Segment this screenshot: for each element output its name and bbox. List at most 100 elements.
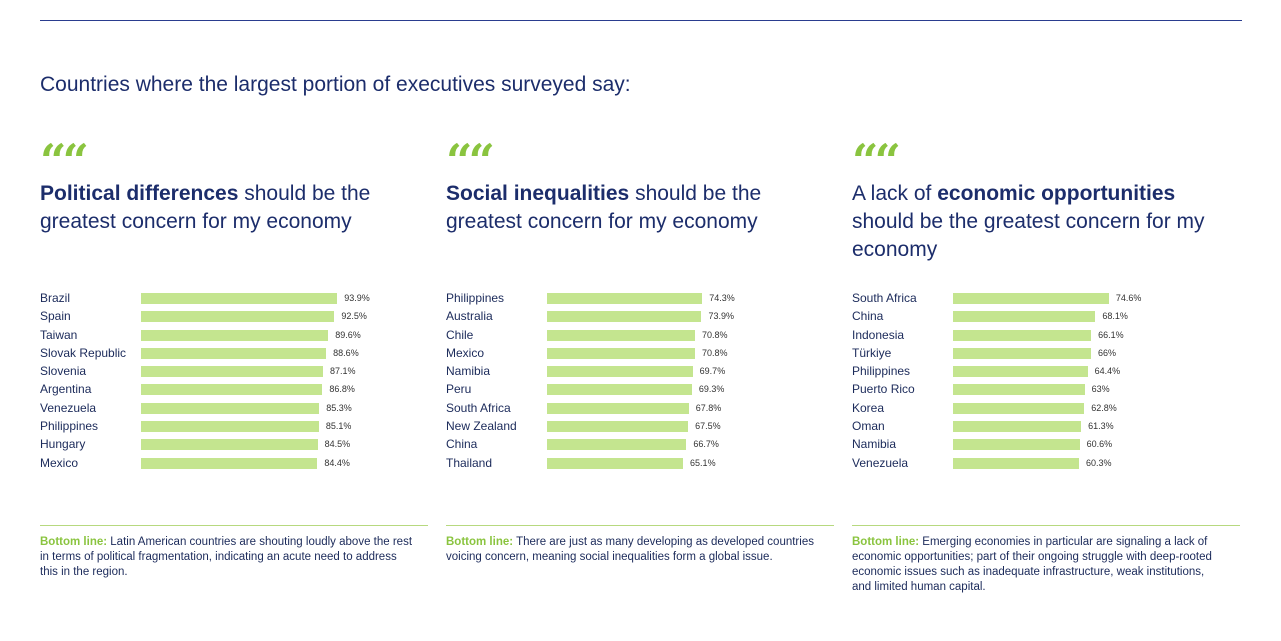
bar-label: South Africa <box>446 400 511 415</box>
bar-label: Namibia <box>852 437 897 452</box>
bar-label: Argentina <box>40 382 92 397</box>
bar-value-label: 89.6% <box>335 329 361 340</box>
bar-row: Namibia 60.6% <box>852 436 1240 454</box>
bar-value-label: 70.8% <box>701 347 728 358</box>
bar-row: Venezuela 60.3% <box>852 455 1240 473</box>
bar <box>547 293 703 304</box>
bar <box>141 347 327 359</box>
bar-label: Spain <box>40 309 71 324</box>
bar-row: Mexico 70.8% <box>446 345 834 363</box>
bar-row: Hungary 84.5% <box>40 436 428 454</box>
bar-value-label: 66% <box>1097 347 1116 358</box>
bar <box>953 347 1091 359</box>
bar-row: Puerto Rico 63% <box>852 381 1240 399</box>
bar-value-label: 69.7% <box>699 366 726 377</box>
quote-icon: ““ <box>446 134 495 188</box>
panel-heading: Social inequalities should be the greate… <box>446 182 762 233</box>
bar <box>141 329 329 341</box>
bar-row: Mexico 84.4% <box>40 455 428 473</box>
bar-row: Spain 92.5% <box>40 308 428 326</box>
bar-label: China <box>446 437 478 452</box>
bar-label: Slovenia <box>40 364 87 379</box>
bar <box>141 311 335 323</box>
bar-label: South Africa <box>852 291 917 305</box>
bar-label: Mexico <box>40 455 79 470</box>
bar <box>547 421 689 433</box>
bar-value-label: 64.4% <box>1094 366 1121 377</box>
bar-value-label: 67.8% <box>695 402 722 413</box>
bar-row: China 68.1% <box>852 308 1240 326</box>
panel-political: ““ Political differences should be the g… <box>40 134 428 578</box>
panel-economic: ““ A lack of economic opportunities shou… <box>852 134 1240 593</box>
bar-label: Taiwan <box>40 327 78 342</box>
bar-value-label: 73.9% <box>708 311 734 322</box>
bar-row: Slovenia 87.1% <box>40 363 428 381</box>
bar <box>547 347 695 359</box>
bar-row: Argentina 86.8% <box>40 381 428 399</box>
bar <box>141 439 318 451</box>
panel-social: ““ Social inequalities should be the gre… <box>446 134 834 563</box>
bar-label: Venezuela <box>852 455 909 470</box>
bar-label: New Zealand <box>446 419 517 434</box>
bar-row: Slovak Republic 88.6% <box>40 345 428 363</box>
bar-row: Chile 70.8% <box>446 327 834 345</box>
panel-heading: A lack of economic opportunities should … <box>852 182 1205 261</box>
bar-row: Taiwan 89.6% <box>40 327 428 345</box>
bar-value-label: 85.3% <box>326 402 352 413</box>
bar-value-label: 66.7% <box>693 439 719 450</box>
bar-row: Brazil 93.9% <box>40 290 428 308</box>
bar-value-label: 92.5% <box>341 311 367 322</box>
bar-row: China 66.7% <box>446 436 834 454</box>
bar-value-label: 61.3% <box>1088 421 1114 432</box>
bar <box>547 457 684 469</box>
bar-value-label: 66.1% <box>1098 329 1124 340</box>
bar <box>547 384 692 396</box>
bar-value-label: 88.6% <box>333 347 359 358</box>
bar-label: Namibia <box>446 364 491 379</box>
bar-value-label: 70.8% <box>701 329 728 340</box>
bar-value-label: 69.3% <box>698 384 725 395</box>
bar-value-label: 84.4% <box>324 457 350 468</box>
bar-label: Philippines <box>40 419 99 434</box>
bar-row: Namibia 69.7% <box>446 363 834 381</box>
bar-label: Slovak Republic <box>40 345 127 360</box>
bar-value-label: 87.1% <box>330 366 356 377</box>
bar-value-label: 60.6% <box>1086 439 1113 450</box>
bar-value-label: 67.5% <box>695 421 721 432</box>
bar <box>953 439 1080 451</box>
bar-label: Philippines <box>446 291 505 305</box>
bar <box>547 311 702 323</box>
bar-value-label: 63% <box>1091 384 1110 395</box>
bar-value-label: 65.1% <box>690 457 716 468</box>
bar-value-label: 84.5% <box>324 439 351 450</box>
bar <box>953 402 1085 414</box>
bar <box>547 402 689 414</box>
bar-row: Philippines 85.1% <box>40 418 428 436</box>
quote-icon: ““ <box>40 134 89 188</box>
bar-value-label: 74.6% <box>1115 293 1142 303</box>
bar-value-label: 60.3% <box>1086 457 1112 468</box>
bar-row: Venezuela 85.3% <box>40 400 428 418</box>
bar <box>547 439 687 451</box>
bar <box>141 384 323 396</box>
bar-chart: Brazil 93.9% Spain 92.5% Taiwan 89.6% Slovak R… <box>40 290 428 473</box>
bar-value-label: 62.8% <box>1091 402 1117 413</box>
bar-row: Indonesia 66.1% <box>852 327 1240 345</box>
bar <box>953 311 1096 323</box>
bar-label: Australia <box>446 309 493 324</box>
bar-row: Australia 73.9% <box>446 308 834 326</box>
bottom-divider <box>852 525 1240 526</box>
bar <box>953 329 1092 341</box>
bar <box>141 293 338 304</box>
bar <box>141 457 318 469</box>
bar-row: South Africa 67.8% <box>446 400 834 418</box>
bottom-line-text: Bottom line: There are just as many deve… <box>446 536 814 563</box>
bar-value-label: 86.8% <box>329 384 355 395</box>
intro-text: Countries where the largest portion of e… <box>40 73 631 96</box>
bar-label: Oman <box>852 419 885 434</box>
quote-icon: ““ <box>852 134 901 188</box>
bottom-divider <box>446 525 834 526</box>
bar-label: Türkiye <box>852 345 892 360</box>
bar <box>953 421 1082 433</box>
bar-row: Philippines 74.3% <box>446 290 834 308</box>
